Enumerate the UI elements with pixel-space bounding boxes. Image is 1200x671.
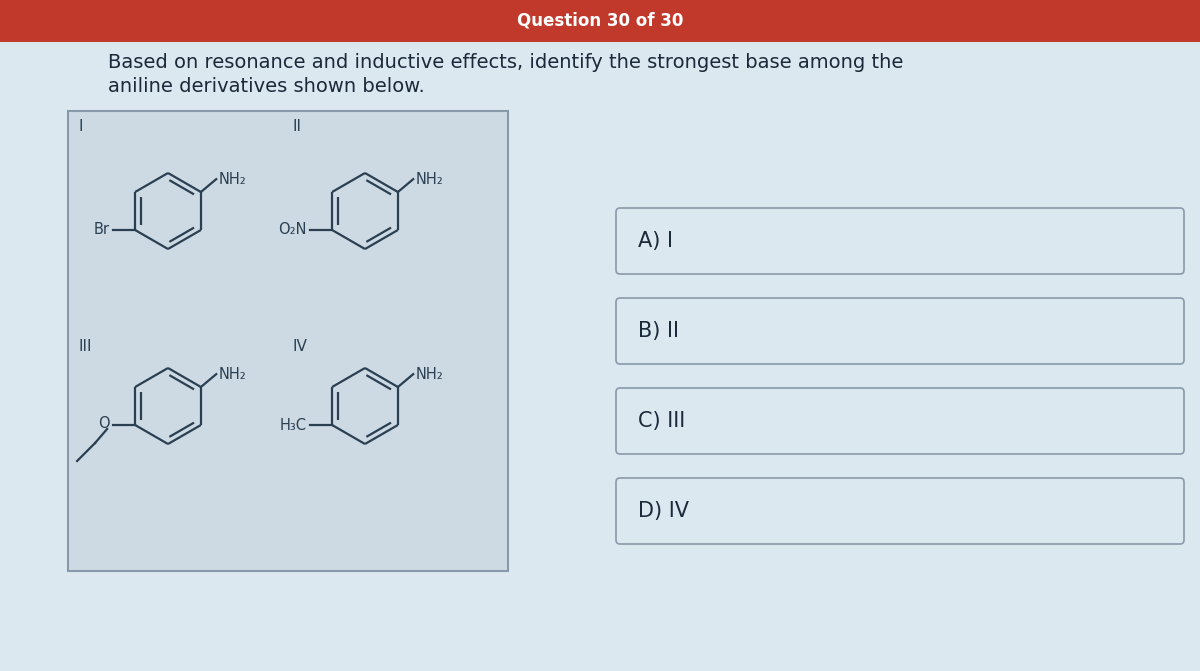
Text: Br: Br <box>94 223 110 238</box>
Text: O: O <box>98 417 110 431</box>
Text: aniline derivatives shown below.: aniline derivatives shown below. <box>108 76 425 95</box>
Text: NH₂: NH₂ <box>218 366 246 382</box>
Text: NH₂: NH₂ <box>415 366 443 382</box>
FancyBboxPatch shape <box>68 111 508 571</box>
Text: H₃C: H₃C <box>280 417 307 433</box>
Text: III: III <box>78 339 91 354</box>
Text: A) I: A) I <box>638 231 673 251</box>
Text: B) II: B) II <box>638 321 679 341</box>
Text: D) IV: D) IV <box>638 501 689 521</box>
FancyBboxPatch shape <box>616 208 1184 274</box>
FancyBboxPatch shape <box>616 478 1184 544</box>
FancyBboxPatch shape <box>616 388 1184 454</box>
FancyBboxPatch shape <box>0 0 1200 42</box>
Text: C) III: C) III <box>638 411 685 431</box>
Text: IV: IV <box>293 339 308 354</box>
Text: II: II <box>293 119 302 134</box>
Text: Question 30 of 30: Question 30 of 30 <box>517 12 683 30</box>
Text: O₂N: O₂N <box>278 223 307 238</box>
Text: NH₂: NH₂ <box>415 172 443 187</box>
Text: Based on resonance and inductive effects, identify the strongest base among the: Based on resonance and inductive effects… <box>108 54 904 72</box>
FancyBboxPatch shape <box>616 298 1184 364</box>
Text: NH₂: NH₂ <box>218 172 246 187</box>
Text: I: I <box>78 119 83 134</box>
